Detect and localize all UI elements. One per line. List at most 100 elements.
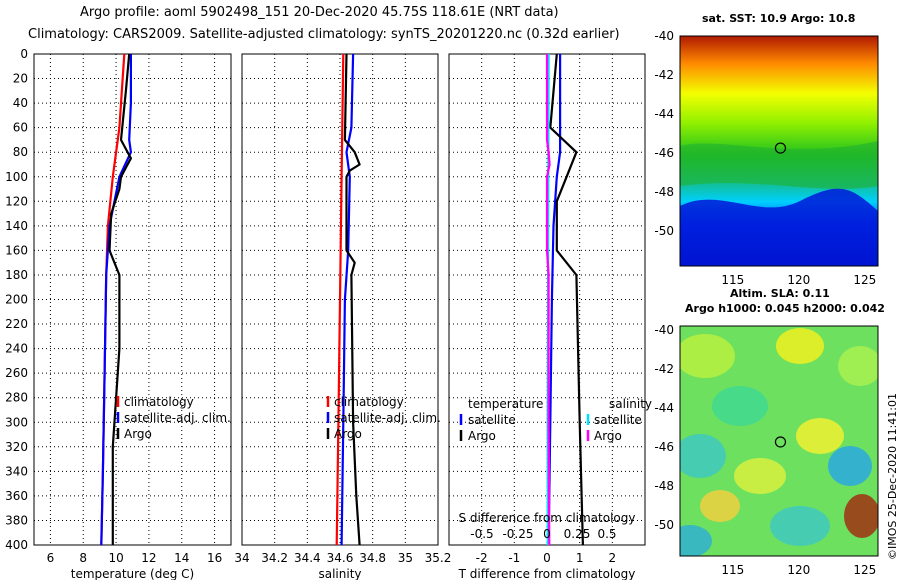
sla-map-title-1: Altim. SLA: 0.11 xyxy=(730,287,830,300)
sla-lon-tick-1: 120 xyxy=(787,563,810,577)
series-line-2-0 xyxy=(547,54,562,546)
legend-title-salinity: salinity xyxy=(609,397,652,411)
sst-lat-tick-3: -46 xyxy=(654,146,674,160)
x-tick-label-2-2: 0 xyxy=(543,551,551,565)
panel-frame-1 xyxy=(241,53,439,546)
x-axis-label-0: temperature (deg C) xyxy=(71,567,194,580)
sst-lon-tick-2: 125 xyxy=(853,273,876,287)
sla-lat-tick-0: -40 xyxy=(654,323,674,337)
legend-label-0-1: satellite-adj. clim. xyxy=(124,411,231,425)
sla-lat-tick-2: -44 xyxy=(654,401,674,415)
y-tick-label-2: 40 xyxy=(13,96,28,110)
sst-map-title: sat. SST: 10.9 Argo: 10.8 xyxy=(702,12,856,25)
legend-label-0-2: Argo xyxy=(124,427,152,441)
x-tick-label-2-1: -1 xyxy=(508,551,520,565)
sst-map-frame xyxy=(679,35,879,267)
sla-blob-2 xyxy=(838,346,878,386)
sla-argo-marker xyxy=(774,436,787,448)
title-line-2: Climatology: CARS2009. Satellite-adjuste… xyxy=(28,27,620,42)
sla-blob-11 xyxy=(680,525,712,556)
y-tick-label-4: 80 xyxy=(13,145,28,159)
sla-map-field xyxy=(680,326,878,556)
legend-label-1-1: satellite-adj. clim. xyxy=(334,411,441,425)
x-tick-label-0-2: 10 xyxy=(108,551,123,565)
series-line-2-1 xyxy=(549,53,584,546)
y-tick-label-19: 380 xyxy=(5,513,28,527)
legend-label-s-0: satellite xyxy=(594,413,642,427)
legend-label-t-0: satellite xyxy=(468,413,516,427)
sst-lon-tick-0: 115 xyxy=(721,273,744,287)
y-tick-label-16: 320 xyxy=(5,440,28,454)
series-line-1-0 xyxy=(335,53,345,546)
top-x-tick-label-2: 0 xyxy=(543,527,551,541)
sst-lat-tick-1: -42 xyxy=(654,68,674,82)
series-line-1-2 xyxy=(343,53,361,546)
top-x-axis-label: S difference from climatology xyxy=(459,511,636,525)
y-tick-label-17: 340 xyxy=(5,464,28,478)
x-axis-label-1: salinity xyxy=(318,567,361,580)
sla-blob-0 xyxy=(680,334,735,378)
legend-label-0-0: climatology xyxy=(124,395,194,409)
y-tick-label-11: 220 xyxy=(5,317,28,331)
sla-lon-tick-0: 115 xyxy=(721,563,744,577)
legend-title-temperature: temperature xyxy=(468,397,543,411)
y-tick-label-7: 140 xyxy=(5,219,28,233)
y-tick-label-20: 400 xyxy=(5,538,28,552)
x-tick-label-0-4: 14 xyxy=(174,551,189,565)
top-x-tick-label-3: 0.25 xyxy=(564,527,591,541)
sla-blob-9 xyxy=(844,494,878,538)
y-tick-label-8: 160 xyxy=(5,243,28,257)
sla-lat-tick-1: -42 xyxy=(654,362,674,376)
y-tick-label-10: 200 xyxy=(5,293,28,307)
sst-lon-tick-1: 120 xyxy=(787,273,810,287)
sla-lat-tick-3: -46 xyxy=(654,440,674,454)
x-tick-label-1-3: 34.6 xyxy=(327,551,354,565)
x-tick-label-1-6: 35.2 xyxy=(425,551,452,565)
panel-frame-0 xyxy=(33,53,232,546)
legend-label-t-1: Argo xyxy=(468,429,496,443)
sla-blob-1 xyxy=(776,328,824,364)
x-tick-label-0-5: 16 xyxy=(207,551,222,565)
title-line-1: Argo profile: aoml 5902498_151 20-Dec-20… xyxy=(80,5,559,20)
x-tick-label-1-4: 34.8 xyxy=(359,551,386,565)
x-tick-label-2-4: 2 xyxy=(609,551,617,565)
top-x-tick-label-1: -0.25 xyxy=(502,527,533,541)
y-tick-label-6: 120 xyxy=(5,194,28,208)
sst-lat-tick-5: -50 xyxy=(654,224,674,238)
y-tick-label-3: 60 xyxy=(13,121,28,135)
y-tick-label-14: 280 xyxy=(5,391,28,405)
sla-lat-tick-4: -48 xyxy=(654,479,674,493)
sla-map-title-2: Argo h1000: 0.045 h2000: 0.042 xyxy=(685,302,885,315)
sst-lat-tick-0: -40 xyxy=(654,29,674,43)
imos-stamp: ©IMOS 25-Dec-2020 11:41:01 xyxy=(886,393,899,560)
sla-lat-tick-5: -50 xyxy=(654,518,674,532)
sst-lat-tick-2: -44 xyxy=(654,107,674,121)
sla-blob-5 xyxy=(828,446,872,486)
top-x-tick-label-0: -0.5 xyxy=(470,527,493,541)
sla-blob-8 xyxy=(770,506,830,546)
y-tick-label-12: 240 xyxy=(5,342,28,356)
x-tick-label-2-3: 1 xyxy=(576,551,584,565)
sst-lat-tick-4: -48 xyxy=(654,185,674,199)
y-tick-label-13: 260 xyxy=(5,366,28,380)
top-x-tick-label-4: 0.5 xyxy=(597,527,616,541)
y-tick-label-9: 180 xyxy=(5,268,28,282)
sla-blob-6 xyxy=(734,458,786,494)
x-axis-label-2: T difference from climatology xyxy=(458,567,636,580)
y-tick-label-15: 300 xyxy=(5,415,28,429)
y-tick-label-0: 0 xyxy=(20,47,28,61)
sst-front xyxy=(680,141,878,189)
sla-blob-3 xyxy=(712,386,768,426)
y-tick-label-1: 20 xyxy=(13,72,28,86)
x-tick-label-0-1: 8 xyxy=(79,551,87,565)
sla-blob-10 xyxy=(796,418,844,454)
sst-cold-water xyxy=(680,188,878,266)
x-tick-label-1-2: 34.4 xyxy=(294,551,321,565)
sst-argo-marker xyxy=(774,142,787,154)
y-tick-label-5: 100 xyxy=(5,170,28,184)
x-tick-label-0-0: 6 xyxy=(47,551,55,565)
y-tick-label-18: 360 xyxy=(5,489,28,503)
legend-label-1-2: Argo xyxy=(334,427,362,441)
series-line-0-2 xyxy=(108,53,132,545)
